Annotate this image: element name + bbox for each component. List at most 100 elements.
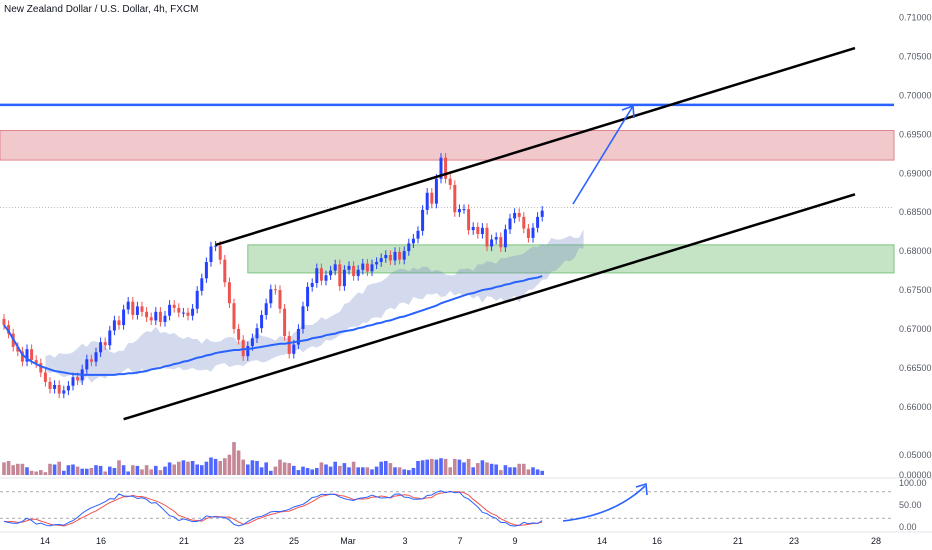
volume-bar: [342, 463, 347, 475]
candle-body: [255, 328, 259, 339]
volume-bar: [16, 463, 20, 475]
volume-bar: [540, 470, 544, 475]
candle-body: [425, 192, 429, 210]
projection-arrow-head: [621, 104, 635, 119]
volume-bar: [269, 470, 273, 475]
volume-bar: [140, 469, 144, 475]
candle-body: [20, 351, 24, 362]
volume-bar: [167, 462, 172, 475]
volume-bar: [255, 461, 259, 475]
candle-body: [448, 178, 452, 185]
volume-bar: [6, 461, 11, 475]
candle-body: [112, 320, 116, 331]
candle-body: [7, 325, 11, 334]
volume-bar: [434, 459, 439, 475]
volume-bar: [75, 466, 80, 475]
date-tick-label: 21: [179, 536, 189, 546]
volume-bar: [11, 465, 15, 475]
date-tick-label: 7: [457, 536, 462, 546]
candle-body: [273, 289, 277, 291]
candle-body: [2, 318, 6, 326]
candle-body: [467, 209, 471, 231]
candle-body: [76, 377, 80, 381]
candle-body: [223, 259, 227, 283]
date-tick-label: 14: [40, 536, 50, 546]
volume-bar: [430, 458, 434, 475]
volume-bar: [103, 471, 107, 475]
candle-body: [149, 317, 153, 321]
volume-bar: [310, 469, 314, 475]
volume-bar: [517, 463, 521, 475]
candle-body: [462, 209, 466, 211]
candle-body: [370, 264, 374, 272]
candle-body: [508, 218, 512, 230]
candle-body: [39, 363, 43, 373]
candle-body: [145, 311, 149, 318]
oscillator-projection-arrow-head: [635, 482, 648, 496]
volume-bar: [393, 467, 397, 475]
volume-bar: [494, 464, 498, 475]
candle-body: [135, 306, 139, 315]
volume-bar: [416, 461, 420, 475]
volume-bar: [379, 461, 383, 475]
candle-body: [94, 352, 98, 362]
volume-bar: [181, 460, 186, 475]
date-tick-label: 3: [402, 536, 407, 546]
candle-body: [444, 157, 448, 179]
volume-bar: [425, 459, 429, 475]
volume-bar: [163, 466, 167, 475]
volume-bar: [466, 458, 471, 475]
date-tick-label: 14: [597, 536, 607, 546]
candle-body: [264, 303, 268, 315]
volume-bar: [241, 459, 245, 475]
axes: 0.71000 0.70500 0.70000 0.69500 0.69000 0.685…: [0, 13, 932, 546]
volume-bar: [66, 465, 71, 475]
candle-body: [154, 311, 158, 321]
volume-bar: [301, 466, 305, 475]
volume-bar: [186, 461, 190, 475]
volume-bar: [333, 461, 337, 475]
candle-body: [85, 359, 89, 370]
date-tick-label: 16: [96, 536, 106, 546]
candle-body: [540, 210, 544, 217]
candle-body: [218, 245, 222, 260]
candle-body: [140, 306, 144, 312]
candle-body: [494, 237, 498, 240]
oscillator-tick-label: 0.00: [899, 522, 917, 532]
candle-body: [278, 290, 282, 309]
candle-body: [430, 192, 434, 204]
volume-tick-label: 0.00000: [899, 470, 932, 480]
volume-bar: [457, 459, 462, 475]
candle-body: [126, 301, 130, 310]
volume-bar: [48, 463, 52, 475]
price-pane: [0, 46, 895, 421]
volume-bar: [259, 467, 264, 475]
volume-bar: [200, 465, 204, 475]
volume-bar: [305, 468, 310, 475]
candle-body: [260, 314, 264, 329]
date-tick-label: 9: [512, 536, 517, 546]
volume-bar: [453, 458, 457, 475]
candle-body: [168, 304, 172, 316]
oscillator-tick-label: 100.00: [899, 478, 927, 488]
volume-bar: [71, 464, 75, 475]
volume-bar: [43, 472, 48, 475]
volume-bar: [407, 470, 411, 475]
volume-bar: [443, 458, 448, 475]
candle-body: [365, 263, 369, 272]
support-zone: [247, 244, 895, 274]
volume-bar: [471, 467, 475, 475]
volume-bar: [356, 467, 360, 475]
candle-body: [232, 303, 236, 329]
volume-bar: [292, 465, 296, 475]
volume-bar: [351, 461, 356, 475]
candle-body: [163, 315, 167, 322]
candle-body: [306, 286, 310, 307]
volume-bar: [108, 466, 112, 475]
candle-body: [352, 265, 356, 277]
candle-body: [471, 227, 475, 231]
volume-bar: [29, 470, 34, 475]
chart-title: New Zealand Dollar / U.S. Dollar, 4h, FX…: [4, 4, 199, 15]
oscillator-d-line: [3, 491, 543, 527]
volume-bar: [172, 464, 176, 475]
